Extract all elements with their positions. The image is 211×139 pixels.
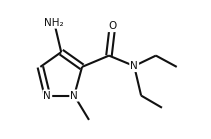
Text: N: N: [70, 91, 78, 100]
Text: NH₂: NH₂: [45, 18, 64, 28]
Text: N: N: [130, 61, 138, 71]
Text: N: N: [43, 91, 51, 100]
Text: O: O: [108, 21, 116, 31]
